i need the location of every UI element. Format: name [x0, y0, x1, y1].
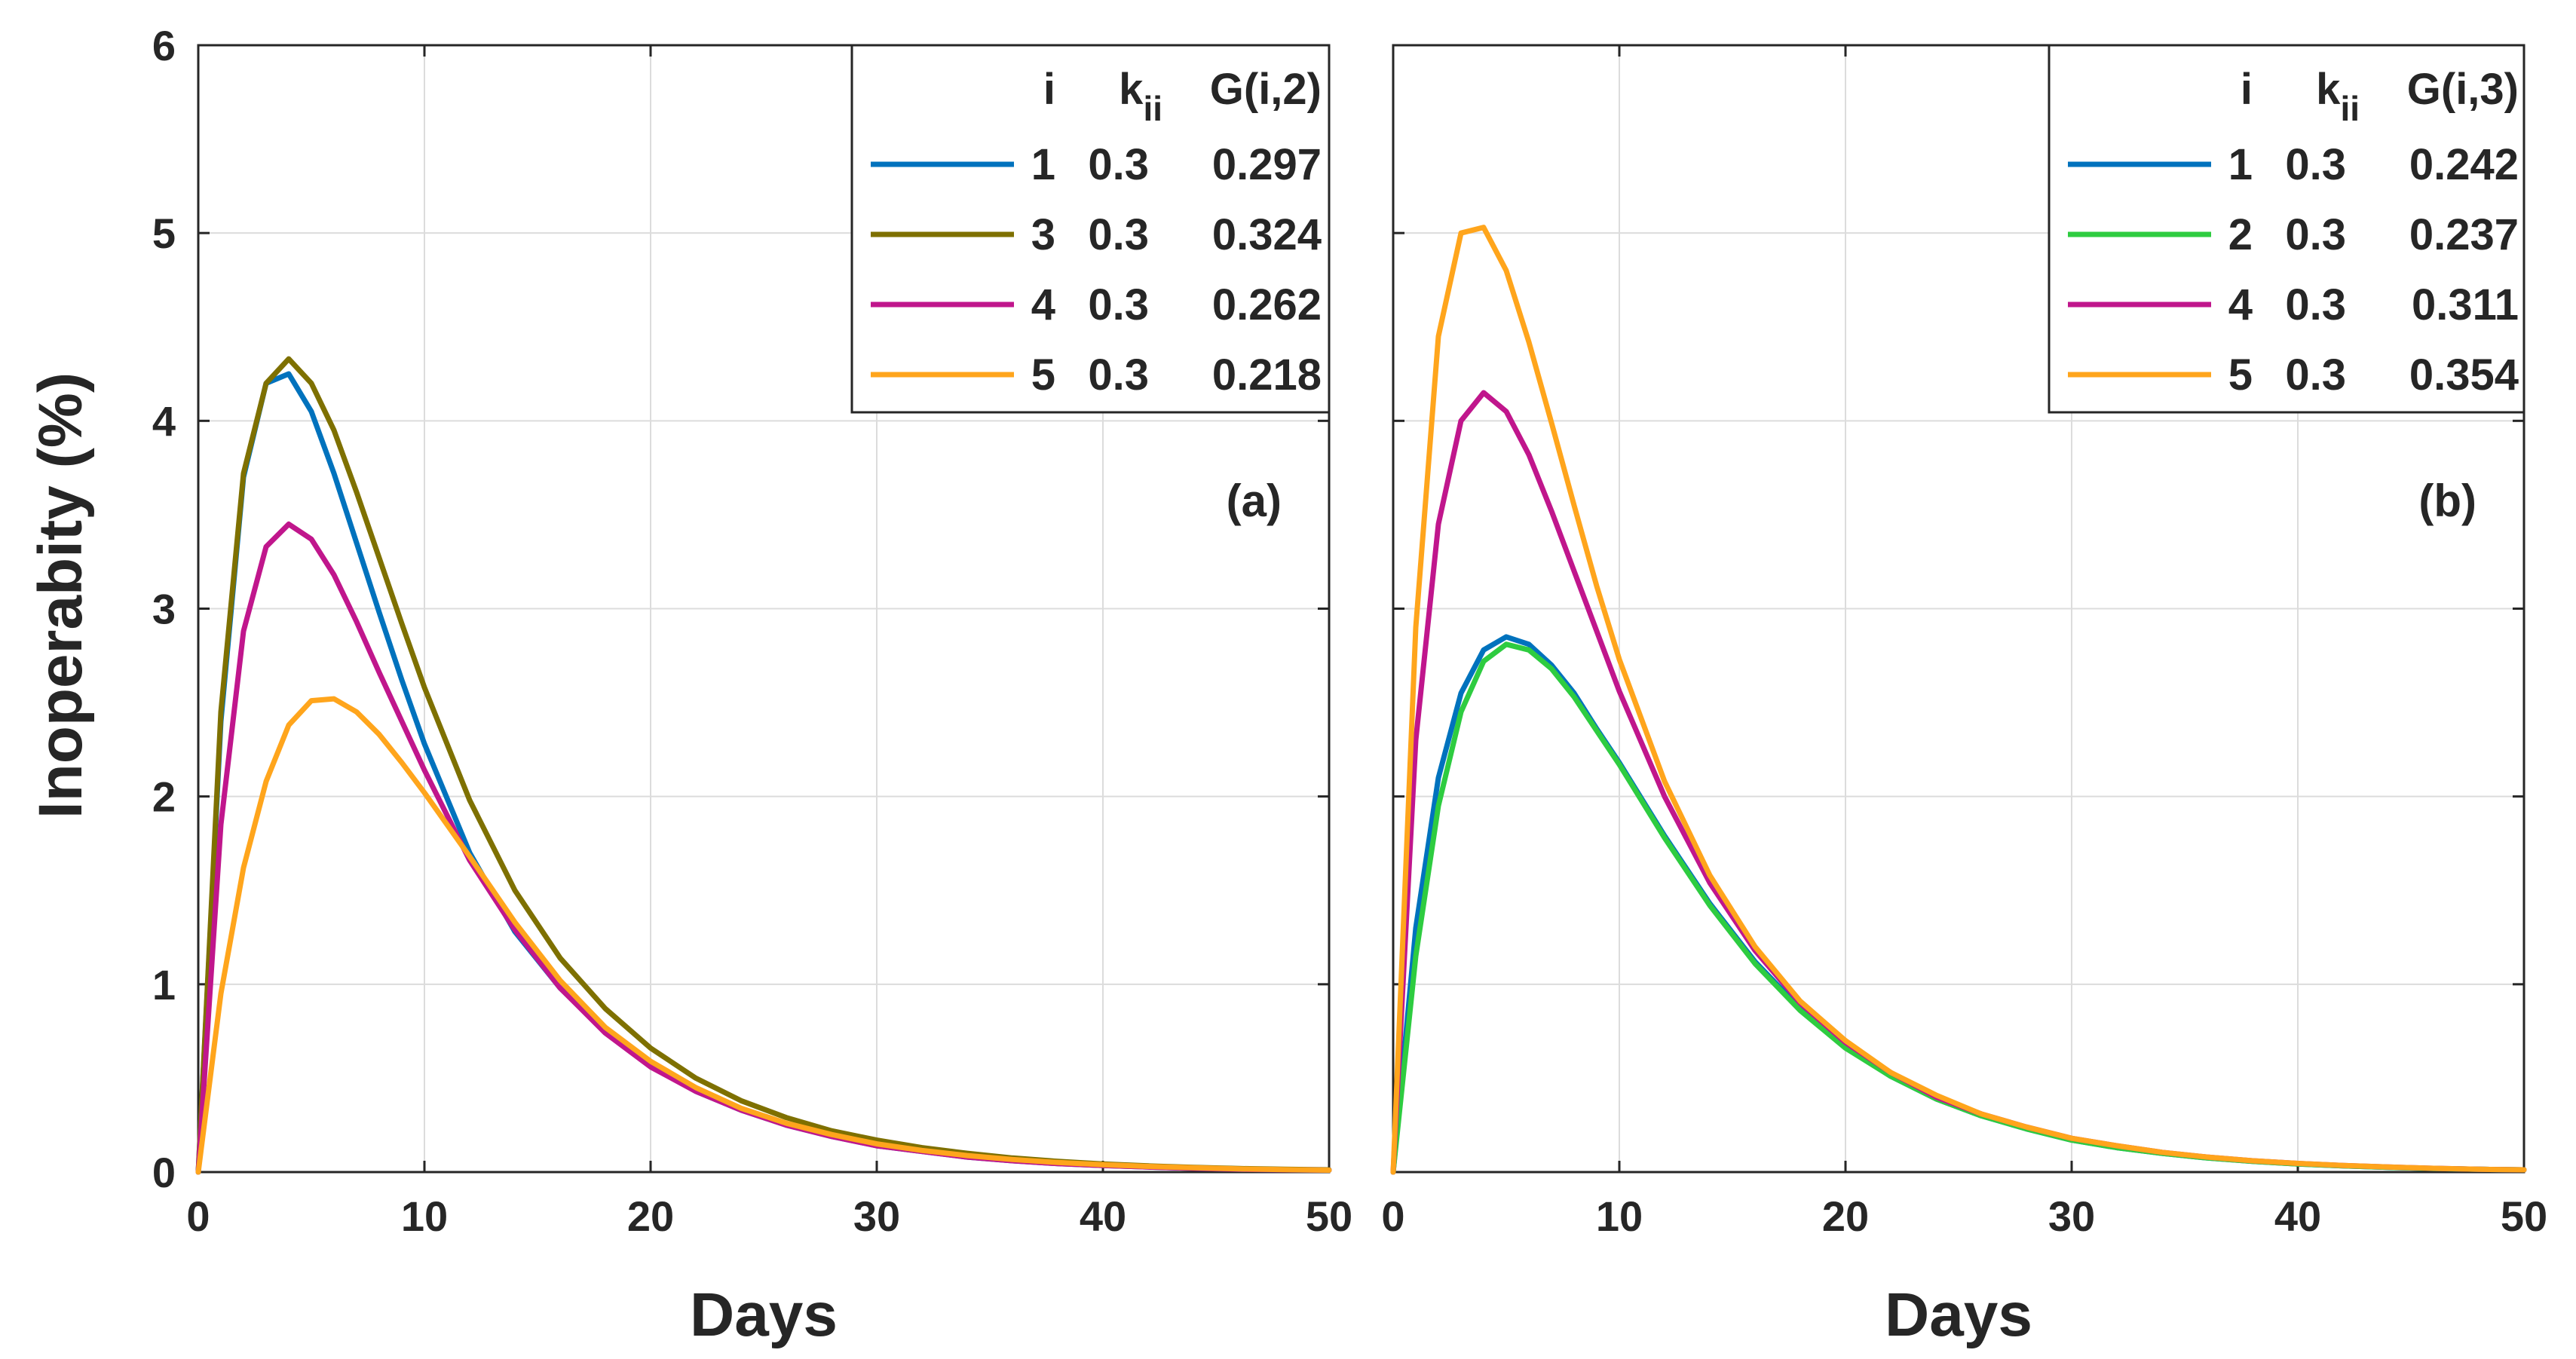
- legend: i kii G(i,2) 1 0.3 0.297 3 0.3 0.324 4 0.3 0.262 5 0.…: [850, 44, 1331, 414]
- x-tick-label: 0: [1381, 1192, 1404, 1240]
- legend-header-g: G(i,2): [1210, 65, 1322, 114]
- legend-entry-g: 0.242: [2409, 140, 2519, 189]
- legend-entry-i: 1: [1031, 140, 1055, 189]
- panel-b: 0 10 20 30 40 50 Days (b) i kii G(i,3) 1 0.3 0.242 2 0.…: [1381, 44, 2547, 1349]
- x-tick-label: 30: [2048, 1192, 2095, 1240]
- x-axis-label: Days: [690, 1281, 838, 1349]
- x-tick-label: 50: [2501, 1192, 2547, 1240]
- y-tick-label: 3: [152, 586, 176, 633]
- legend-entry-k: 0.3: [1088, 350, 1149, 399]
- series-line-5: [1390, 225, 2527, 1175]
- legend-entry-i: 3: [1031, 210, 1055, 259]
- y-axis-label: Inoperabity (%): [26, 372, 95, 819]
- legend-entry-i: 5: [1031, 350, 1055, 399]
- x-axis-label: Days: [1885, 1281, 2032, 1349]
- y-tick-label: 4: [152, 397, 176, 445]
- series-line-5: [195, 696, 1332, 1175]
- legend-entry-g: 0.324: [1212, 210, 1322, 259]
- legend-entry-g: 0.218: [1212, 350, 1322, 399]
- legend-header-k-subscript: ii: [2340, 89, 2360, 128]
- y-tick-label: 1: [152, 961, 176, 1009]
- y-tick-label: 6: [152, 22, 176, 69]
- legend-entry-g: 0.297: [1212, 140, 1322, 189]
- legend-entry-i: 1: [2228, 140, 2253, 189]
- legend-entry-k: 0.3: [2285, 210, 2346, 259]
- x-tick-label: 50: [1306, 1192, 1352, 1240]
- legend-header-i: i: [1043, 65, 1055, 114]
- legend-entry-g: 0.354: [2409, 350, 2519, 399]
- legend-entry-k: 0.3: [2285, 350, 2346, 399]
- legend-entry-g: 0.311: [2412, 280, 2519, 329]
- x-tick-label: 10: [1596, 1192, 1643, 1240]
- x-tick-label: 0: [186, 1192, 210, 1240]
- x-tick-label: 40: [1080, 1192, 1126, 1240]
- legend-entry-k: 0.3: [1088, 140, 1149, 189]
- legend-entry-k: 0.3: [1088, 280, 1149, 329]
- legend-entry-i: 4: [2228, 280, 2253, 329]
- legend-entry-k: 0.3: [1088, 210, 1149, 259]
- legend-header-k-subscript: ii: [1143, 89, 1162, 128]
- legend-box: [2048, 44, 2525, 414]
- x-tick-label: 10: [401, 1192, 448, 1240]
- legend: i kii G(i,3) 1 0.3 0.242 2 0.3 0.237 4 0.3 0.311 5 0.…: [2048, 44, 2525, 414]
- x-tick-label: 30: [853, 1192, 900, 1240]
- legend-header-g: G(i,3): [2407, 65, 2519, 114]
- legend-header-k-main: k: [2316, 65, 2341, 114]
- legend-entry-k: 0.3: [2285, 140, 2346, 189]
- legend-entry-g: 0.237: [2409, 210, 2519, 259]
- legend-entry-i: 2: [2228, 210, 2253, 259]
- legend-header-k-main: k: [1119, 65, 1144, 114]
- legend-header-k: kii: [2316, 65, 2360, 128]
- x-tick-label: 20: [627, 1192, 674, 1240]
- legend-box: [850, 44, 1331, 414]
- legend-entry-g: 0.262: [1212, 280, 1322, 329]
- panel-label: (a): [1227, 476, 1282, 526]
- y-tick-label: 5: [152, 210, 176, 257]
- y-tick-label: 2: [152, 773, 176, 821]
- x-tick-label: 20: [1822, 1192, 1869, 1240]
- legend-header-k: kii: [1119, 65, 1162, 128]
- legend-header-i: i: [2241, 65, 2253, 114]
- legend-entry-i: 4: [1031, 280, 1055, 329]
- x-tick-label: 40: [2274, 1192, 2321, 1240]
- legend-entry-i: 5: [2228, 350, 2253, 399]
- panel-a: 0 10 20 30 40 50 0 1 2 3 4 5 6 Days (a) i kii G(i,2) 1 0.3 0…: [152, 22, 1352, 1349]
- panel-label: (b): [2418, 476, 2476, 526]
- y-tick-label: 0: [152, 1149, 176, 1196]
- legend-entry-k: 0.3: [2285, 280, 2346, 329]
